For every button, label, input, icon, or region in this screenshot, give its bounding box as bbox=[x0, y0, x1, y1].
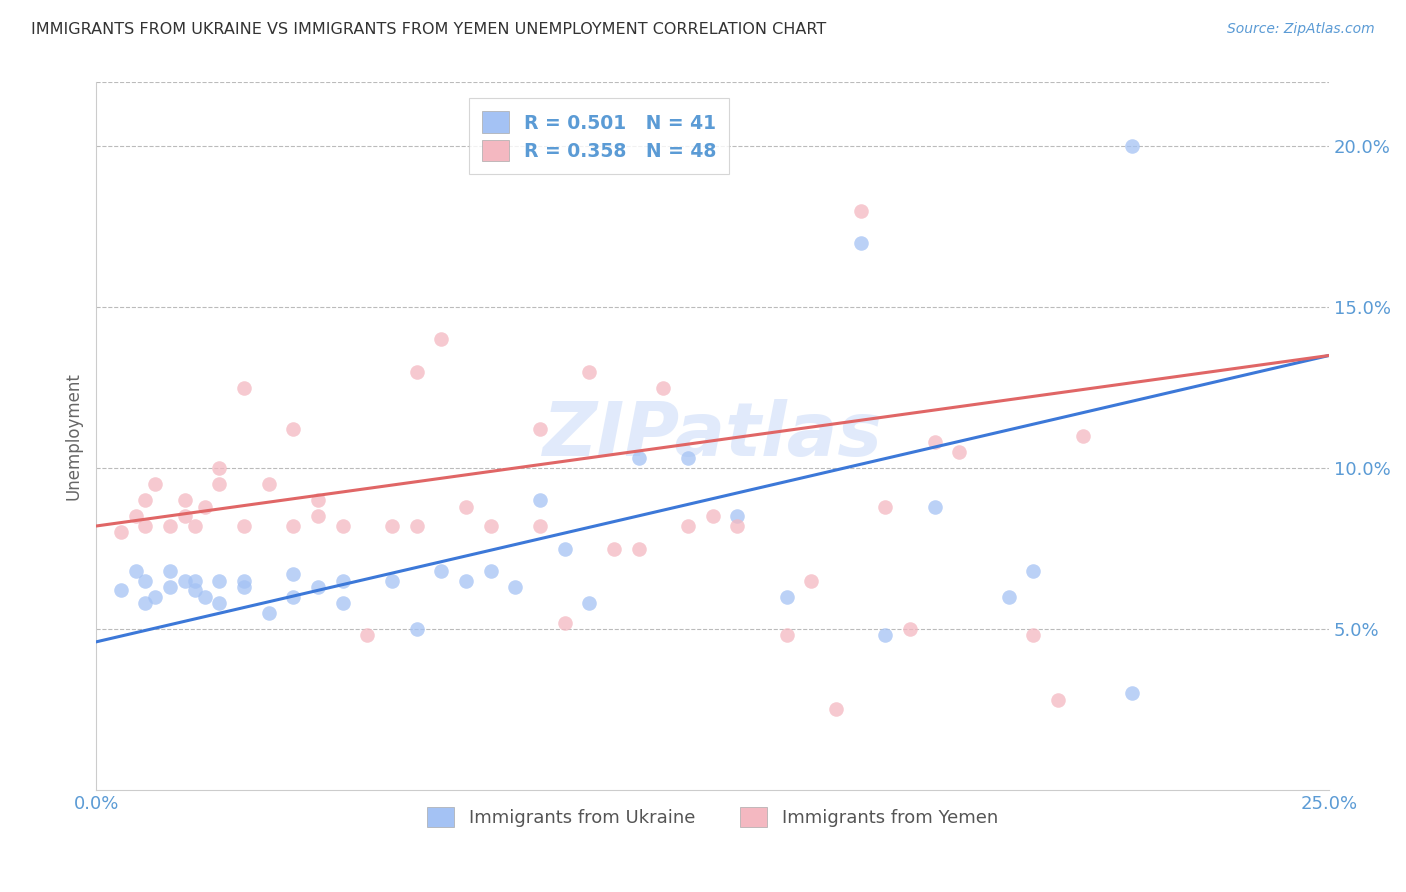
Point bbox=[233, 580, 256, 594]
Point bbox=[381, 574, 404, 588]
Point bbox=[924, 500, 946, 514]
Point bbox=[194, 500, 217, 514]
Point bbox=[307, 580, 329, 594]
Point bbox=[554, 615, 576, 630]
Point bbox=[159, 580, 181, 594]
Point bbox=[924, 435, 946, 450]
Point bbox=[849, 235, 872, 250]
Point bbox=[208, 477, 231, 491]
Point bbox=[283, 519, 305, 533]
Point bbox=[173, 574, 195, 588]
Point bbox=[257, 477, 280, 491]
Point bbox=[233, 381, 256, 395]
Point bbox=[233, 574, 256, 588]
Point bbox=[529, 422, 551, 436]
Point bbox=[603, 541, 626, 556]
Point bbox=[800, 574, 823, 588]
Point bbox=[627, 541, 650, 556]
Point bbox=[627, 451, 650, 466]
Point bbox=[430, 564, 453, 578]
Point bbox=[257, 606, 280, 620]
Point bbox=[479, 519, 502, 533]
Point bbox=[430, 332, 453, 346]
Point bbox=[134, 519, 156, 533]
Point bbox=[143, 590, 166, 604]
Point bbox=[725, 509, 748, 524]
Point bbox=[702, 509, 724, 524]
Point bbox=[1121, 686, 1143, 700]
Point bbox=[505, 580, 527, 594]
Point bbox=[554, 541, 576, 556]
Point bbox=[134, 493, 156, 508]
Point bbox=[1022, 628, 1045, 642]
Point bbox=[110, 583, 132, 598]
Point bbox=[875, 628, 897, 642]
Point bbox=[332, 519, 354, 533]
Point bbox=[283, 590, 305, 604]
Point bbox=[307, 509, 329, 524]
Point bbox=[849, 203, 872, 218]
Point bbox=[381, 519, 404, 533]
Point bbox=[875, 500, 897, 514]
Point bbox=[825, 702, 848, 716]
Point bbox=[405, 622, 427, 636]
Point bbox=[1046, 693, 1069, 707]
Point bbox=[184, 574, 207, 588]
Point bbox=[194, 590, 217, 604]
Point bbox=[159, 564, 181, 578]
Point bbox=[676, 519, 699, 533]
Y-axis label: Unemployment: Unemployment bbox=[65, 372, 82, 500]
Text: ZIPatlas: ZIPatlas bbox=[543, 400, 883, 473]
Point bbox=[775, 628, 797, 642]
Point bbox=[159, 519, 181, 533]
Text: IMMIGRANTS FROM UKRAINE VS IMMIGRANTS FROM YEMEN UNEMPLOYMENT CORRELATION CHART: IMMIGRANTS FROM UKRAINE VS IMMIGRANTS FR… bbox=[31, 22, 827, 37]
Point bbox=[173, 493, 195, 508]
Point bbox=[134, 596, 156, 610]
Point bbox=[184, 519, 207, 533]
Point bbox=[454, 574, 477, 588]
Point bbox=[124, 564, 146, 578]
Point bbox=[143, 477, 166, 491]
Point bbox=[283, 567, 305, 582]
Point bbox=[208, 461, 231, 475]
Point bbox=[208, 596, 231, 610]
Point bbox=[948, 445, 970, 459]
Point bbox=[479, 564, 502, 578]
Point bbox=[578, 596, 600, 610]
Point bbox=[110, 525, 132, 540]
Point bbox=[1022, 564, 1045, 578]
Point bbox=[1121, 139, 1143, 153]
Point bbox=[775, 590, 797, 604]
Point bbox=[124, 509, 146, 524]
Text: Source: ZipAtlas.com: Source: ZipAtlas.com bbox=[1227, 22, 1375, 37]
Legend: Immigrants from Ukraine, Immigrants from Yemen: Immigrants from Ukraine, Immigrants from… bbox=[420, 799, 1005, 834]
Point bbox=[997, 590, 1019, 604]
Point bbox=[529, 493, 551, 508]
Point bbox=[307, 493, 329, 508]
Point bbox=[725, 519, 748, 533]
Point bbox=[454, 500, 477, 514]
Point bbox=[1071, 429, 1094, 443]
Point bbox=[405, 365, 427, 379]
Point bbox=[208, 574, 231, 588]
Point bbox=[332, 574, 354, 588]
Point bbox=[134, 574, 156, 588]
Point bbox=[283, 422, 305, 436]
Point bbox=[184, 583, 207, 598]
Point bbox=[405, 519, 427, 533]
Point bbox=[332, 596, 354, 610]
Point bbox=[676, 451, 699, 466]
Point bbox=[578, 365, 600, 379]
Point bbox=[233, 519, 256, 533]
Point bbox=[173, 509, 195, 524]
Point bbox=[652, 381, 675, 395]
Point bbox=[529, 519, 551, 533]
Point bbox=[898, 622, 921, 636]
Point bbox=[356, 628, 378, 642]
